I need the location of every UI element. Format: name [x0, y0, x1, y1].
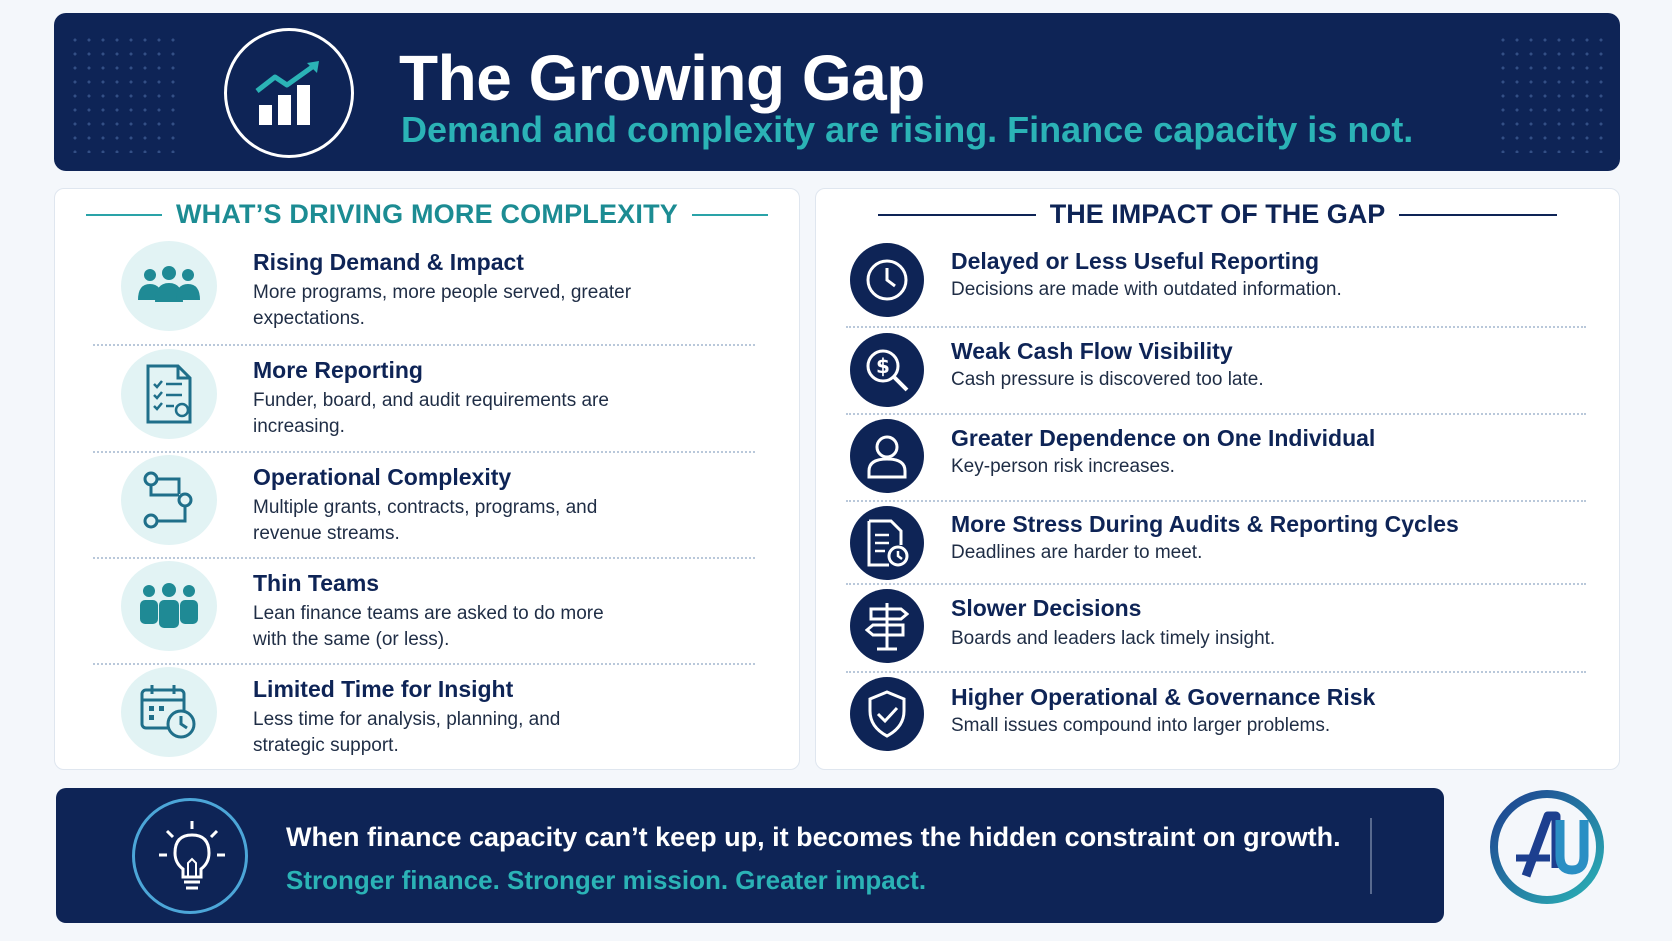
driver-title-5: Limited Time for Insight: [253, 676, 514, 702]
driver-divider-1: [93, 344, 755, 346]
dollar-search-icon: $: [850, 333, 924, 407]
person-icon: [850, 419, 924, 493]
dot-pattern-left: [68, 33, 178, 153]
driver-title-4: Thin Teams: [253, 570, 380, 596]
impact-desc-3: Key-person risk increases.: [951, 456, 1175, 477]
impact-desc-2: Cash pressure is discovered too late.: [951, 369, 1264, 390]
page-subtitle: Demand and complexity are rising. Financ…: [401, 109, 1414, 150]
impact-title-6: Higher Operational & Governance Risk: [951, 684, 1376, 710]
footer-separator: [1370, 818, 1372, 894]
driver-desc-5: Less time for analysis, planning, and st…: [253, 709, 561, 756]
drivers-heading-text: WHAT’S DRIVING MORE COMPLEXITY: [175, 199, 678, 229]
impact-divider-4: [846, 583, 1586, 585]
impact-title-4: More Stress During Audits & Reporting Cy…: [951, 511, 1459, 537]
driver-divider-3: [93, 557, 755, 559]
footer-banner: When finance capacity can’t keep up, it …: [56, 788, 1444, 923]
impact-heading-text: THE IMPACT OF THE GAP: [1049, 199, 1386, 229]
driver-desc-1: More programs, more people served, great…: [253, 282, 632, 329]
driver-desc-2: Funder, board, and audit requirements ar…: [253, 390, 609, 437]
heading-rule-right: [692, 213, 768, 216]
impact-divider-2: [846, 413, 1586, 415]
drivers-heading: WHAT’S DRIVING MORE COMPLEXITY: [55, 199, 799, 230]
impact-heading: THE IMPACT OF THE GAP: [816, 199, 1619, 230]
impact-divider-1: [846, 326, 1586, 328]
driver-divider-2: [93, 451, 755, 453]
document-clock-icon: [850, 506, 924, 580]
impact-divider-3: [846, 500, 1586, 502]
driver-title-2: More Reporting: [253, 357, 423, 383]
signpost-icon: [850, 589, 924, 663]
people-group-icon: [121, 241, 217, 331]
impact-title-5: Slower Decisions: [951, 595, 1142, 621]
impact-panel: THE IMPACT OF THE GAP Delayed or Less Us…: [815, 188, 1620, 770]
team-icon: [121, 561, 217, 651]
impact-desc-4: Deadlines are harder to meet.: [951, 542, 1203, 563]
impact-desc-1: Decisions are made with outdated informa…: [951, 279, 1342, 300]
report-checklist-icon: [121, 349, 217, 439]
dot-pattern-right: [1496, 33, 1606, 153]
footer-tagline: Stronger finance. Stronger mission. Grea…: [286, 865, 927, 895]
page-title: The Growing Gap: [399, 42, 925, 114]
footer-message: When finance capacity can’t keep up, it …: [286, 822, 1341, 852]
driver-desc-3: Multiple grants, contracts, programs, an…: [253, 497, 598, 544]
drivers-panel: WHAT’S DRIVING MORE COMPLEXITY Rising De…: [54, 188, 800, 770]
workflow-icon: [121, 455, 217, 545]
impact-desc-5: Boards and leaders lack timely insight.: [951, 628, 1276, 649]
impact-desc-6: Small issues compound into larger proble…: [951, 715, 1331, 736]
impact-title-2: Weak Cash Flow Visibility: [951, 338, 1233, 364]
clock-icon: [850, 243, 924, 317]
header-banner: The Growing Gap Demand and complexity ar…: [54, 13, 1620, 171]
driver-title-1: Rising Demand & Impact: [253, 249, 524, 275]
au-logo-icon: [1486, 786, 1608, 908]
driver-title-3: Operational Complexity: [253, 464, 512, 490]
heading-rule-right: [1399, 213, 1558, 216]
heading-rule-left: [877, 213, 1036, 216]
driver-divider-4: [93, 663, 755, 665]
driver-desc-4: Lean finance teams are asked to do more …: [253, 603, 604, 650]
impact-title-3: Greater Dependence on One Individual: [951, 425, 1376, 451]
shield-check-icon: [850, 677, 924, 751]
lightbulb-icon: [132, 798, 248, 914]
calendar-clock-icon: [121, 667, 217, 757]
growth-chart-icon: [224, 28, 354, 158]
impact-title-1: Delayed or Less Useful Reporting: [951, 248, 1320, 274]
impact-divider-5: [846, 671, 1586, 673]
svg-text:$: $: [876, 354, 890, 378]
heading-rule-left: [85, 213, 162, 216]
